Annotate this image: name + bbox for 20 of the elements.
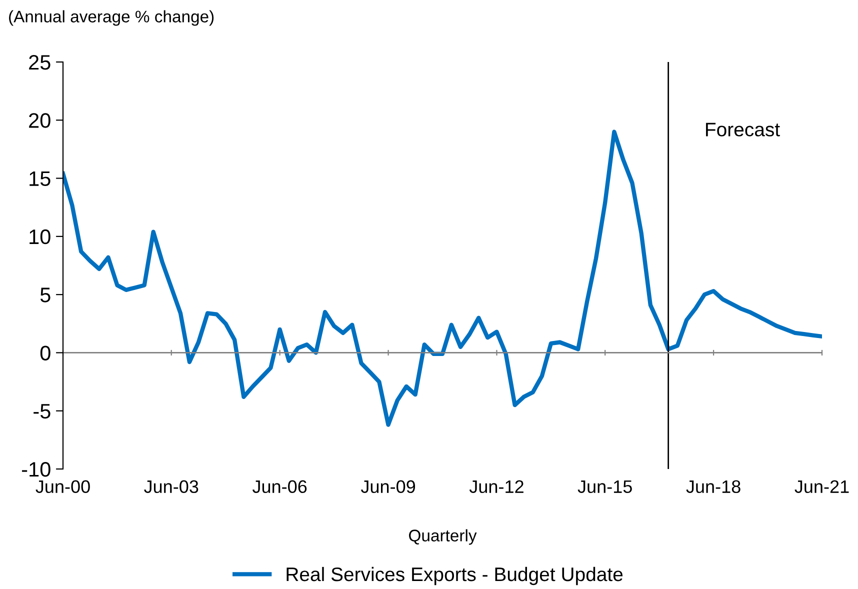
x-tick-label: Jun-21 [794,480,849,494]
x-axis-title: Quarterly [409,529,477,545]
y-tick-label: 0 [40,346,50,360]
y-tick-label: 20 [29,113,50,128]
x-tick-label: Jun-03 [144,480,198,494]
y-tick-label: -5 [34,404,50,419]
y-tick-label: 10 [30,229,50,244]
y-tick-label: 5 [40,288,50,302]
x-tick-label: Jun-15 [578,480,632,494]
legend-label: Real Services Exports - Budget Update [286,566,623,586]
x-tick-label: Jun-12 [469,480,524,494]
y-axis-title: (Annual average % change) [9,10,214,26]
ref-line-label: Forecast [706,122,780,136]
y-tick-label: -10 [22,462,50,477]
x-tick-label: Jun-06 [252,480,307,494]
y-tick-label: 25 [29,55,50,70]
y-tick-label: 15 [30,172,50,186]
x-tick-label: Jun-00 [36,480,90,494]
x-tick-label: Jun-18 [686,480,740,494]
x-tick-label: Jun-09 [360,480,416,494]
